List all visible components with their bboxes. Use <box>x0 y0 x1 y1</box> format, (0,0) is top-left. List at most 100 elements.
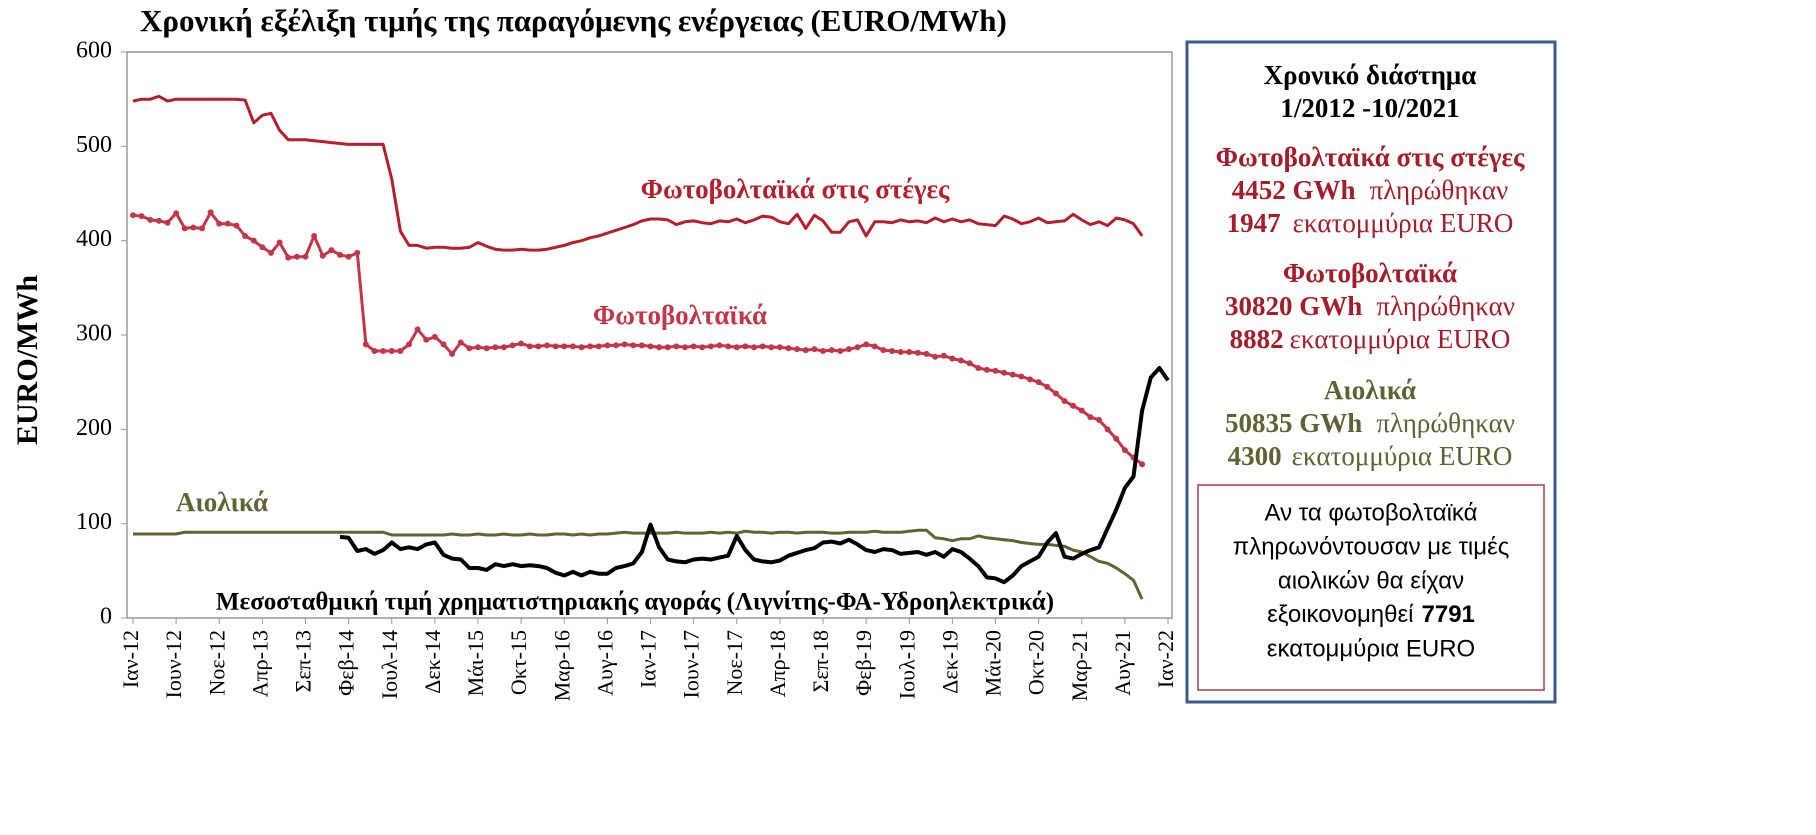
y-tick-label: 0 <box>100 604 112 630</box>
point <box>181 225 188 232</box>
point <box>785 345 792 352</box>
point <box>940 352 947 359</box>
note-line: αιολικών θα είχαν <box>1278 567 1464 594</box>
point <box>216 220 223 227</box>
point <box>276 239 283 246</box>
point <box>397 348 404 355</box>
point <box>742 343 749 350</box>
point <box>440 341 447 348</box>
point <box>664 344 671 351</box>
series-line <box>133 528 1144 600</box>
x-tick-label: Φεβ-19 <box>851 630 876 696</box>
point <box>759 343 766 350</box>
point <box>992 367 999 374</box>
group-line: 4452 GWh πληρώθηκαν <box>1232 175 1508 205</box>
point <box>345 253 352 260</box>
x-tick-label: Ιουλ-19 <box>894 630 919 699</box>
x-tick-label: Οκτ-20 <box>1024 630 1049 695</box>
point <box>285 254 292 261</box>
point <box>595 343 602 350</box>
x-tick-label: Νοε-17 <box>722 630 747 695</box>
point <box>707 343 714 350</box>
info-panel <box>1185 40 1557 704</box>
x-tick-label: Μάι-15 <box>463 630 488 696</box>
point <box>380 348 387 355</box>
note-verb: εξοικονομηθεί <box>1267 601 1414 628</box>
group-line: 1947 εκατομμύρια EURO <box>1227 208 1514 238</box>
point <box>138 213 145 220</box>
point <box>207 209 214 216</box>
point <box>552 343 559 350</box>
y-tick-label: 400 <box>76 226 112 252</box>
point <box>147 216 154 223</box>
point <box>983 366 990 373</box>
series-line <box>339 366 1170 585</box>
point <box>130 212 136 219</box>
point <box>302 253 309 260</box>
point <box>802 347 809 354</box>
group-text: πληρώθηκαν <box>1370 175 1509 205</box>
series-label: Φωτοβολταϊκά <box>593 300 767 330</box>
group-line: 30820 GWh πληρώθηκαν <box>1225 291 1515 321</box>
point <box>733 344 740 351</box>
group-name: Αιολικά <box>1324 375 1416 405</box>
point <box>863 341 870 348</box>
x-tick-label: Φεβ-14 <box>334 630 359 696</box>
y-tick-label: 100 <box>76 509 112 535</box>
x-tick-label: Απρ-18 <box>765 630 790 697</box>
point <box>906 348 913 355</box>
point <box>164 219 171 226</box>
point <box>414 326 421 333</box>
point <box>1078 407 1085 414</box>
point <box>880 347 887 354</box>
point <box>155 217 162 224</box>
point <box>500 344 507 351</box>
x-tick-label: Αυγ-21 <box>1110 630 1135 696</box>
point <box>889 348 895 355</box>
point <box>811 346 818 353</box>
point <box>949 355 956 362</box>
point <box>233 222 240 229</box>
note-amount: 7791 <box>1422 601 1475 628</box>
group-text: εκατομμύρια EURO <box>1292 441 1513 471</box>
group-value: 4300 <box>1228 441 1282 471</box>
panel-period: Χρονικό διάστημα <box>1264 60 1477 90</box>
point <box>1096 416 1102 423</box>
point <box>699 344 706 351</box>
series-label: Φωτοβολταϊκά στις στέγες <box>641 174 950 204</box>
point <box>1044 383 1051 390</box>
point <box>613 342 619 349</box>
point <box>250 237 257 244</box>
point <box>475 344 481 351</box>
point <box>173 210 180 217</box>
point <box>268 249 274 256</box>
note-line: Αν τα φωτοβολταϊκά <box>1265 499 1478 526</box>
x-tick-label: Ιαν-12 <box>118 630 143 688</box>
point <box>224 220 231 227</box>
point <box>1139 461 1146 468</box>
point <box>716 342 723 349</box>
note-line: εκατομμύρια EURO <box>1267 635 1475 662</box>
point <box>199 225 205 232</box>
point <box>604 342 611 349</box>
point <box>319 252 326 259</box>
point <box>656 344 663 351</box>
point <box>509 342 516 349</box>
point <box>406 341 412 348</box>
point <box>337 251 343 258</box>
x-tick-label: Ιουν-12 <box>161 630 186 699</box>
point <box>449 350 456 357</box>
point <box>1061 398 1068 405</box>
point <box>371 348 378 355</box>
group-value: 50835 GWh <box>1225 408 1362 438</box>
point <box>845 346 852 353</box>
x-tick-label: Απρ-13 <box>247 630 272 697</box>
group-text: πληρώθηκαν <box>1376 408 1515 438</box>
x-tick-label: Ιουλ-14 <box>377 630 402 699</box>
point <box>242 232 249 239</box>
x-tick-label: Νοε-12 <box>204 630 229 695</box>
y-tick-label: 500 <box>76 132 112 158</box>
point <box>794 346 801 353</box>
x-tick-label: Ιαν-17 <box>636 630 661 688</box>
